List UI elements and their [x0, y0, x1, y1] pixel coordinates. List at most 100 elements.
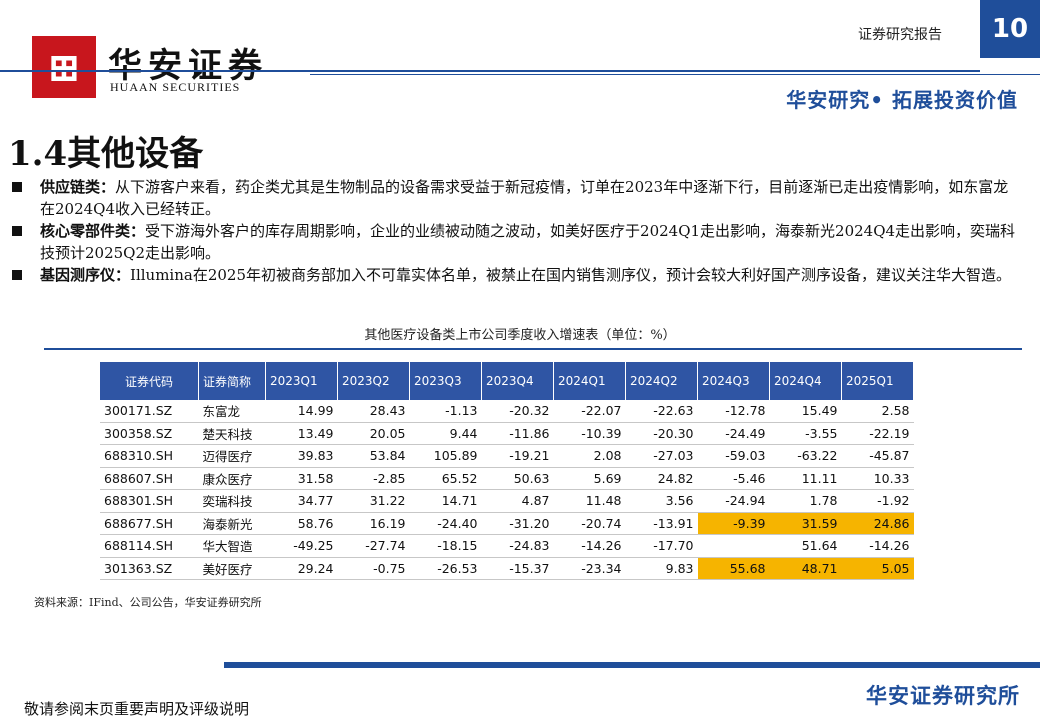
bullet-list: 供应链类：从下游客户来看，药企类尤其是生物制品的设备需求受益于新冠疫情，订单在2…: [12, 176, 1022, 286]
growth-value-cell: -20.74: [553, 512, 626, 535]
header-cell: 2024Q1: [553, 362, 626, 400]
growth-value-cell: -9.39: [697, 512, 770, 535]
growth-value-cell: -22.19: [841, 422, 914, 445]
stock-code-cell: 688301.SH: [100, 489, 199, 513]
growth-value-cell: 3.56: [625, 489, 698, 513]
bullet-text: 从下游客户来看，药企类尤其是生物制品的设备需求受益于新冠疫情，订单在2023年中…: [40, 178, 1009, 218]
growth-value-cell: 14.71: [409, 489, 482, 513]
stock-code-cell: 300358.SZ: [100, 422, 199, 445]
growth-value-cell: -2.85: [337, 467, 410, 490]
growth-value-cell: 9.44: [409, 422, 482, 445]
stock-code-cell: 300171.SZ: [100, 400, 199, 423]
growth-value-cell: -14.26: [553, 534, 626, 558]
growth-value-cell: 2.58: [841, 400, 914, 423]
growth-value-cell: -59.03: [697, 444, 770, 468]
growth-value-cell: -14.26: [841, 534, 914, 558]
growth-value-cell: -19.21: [481, 444, 554, 468]
growth-value-cell: -31.20: [481, 512, 554, 535]
table-row: 688301.SH 奕瑞科技 34.77 31.22 14.71 4.87 11.48 3.5…: [100, 489, 914, 513]
growth-value-cell: -22.07: [553, 400, 626, 423]
bullet-item: 供应链类：从下游客户来看，药企类尤其是生物制品的设备需求受益于新冠疫情，订单在2…: [12, 176, 1022, 220]
bullet-keyword: 供应链类：: [40, 178, 116, 196]
stock-name-cell: 美好医疗: [198, 557, 266, 580]
table-row: 688607.SH 康众医疗 31.58 -2.85 65.52 50.63 5.69 24.…: [100, 467, 914, 490]
growth-value-cell: -10.39: [553, 422, 626, 445]
stock-name-cell: 海泰新光: [198, 512, 266, 535]
header-cell: 2025Q1: [841, 362, 914, 400]
growth-value-cell: 50.63: [481, 467, 554, 490]
stock-code-cell: 688607.SH: [100, 467, 199, 490]
bullet-text: 受下游海外客户的库存周期影响，企业的业绩被动随之波动，如美好医疗于2024Q1走…: [40, 222, 1016, 262]
growth-value-cell: 53.84: [337, 444, 410, 468]
growth-value-cell: -24.40: [409, 512, 482, 535]
growth-value-cell: 15.49: [769, 400, 842, 423]
growth-value-cell: 34.77: [265, 489, 338, 513]
growth-value-cell: 20.05: [337, 422, 410, 445]
growth-value-cell: -27.74: [337, 534, 410, 558]
growth-value-cell: 39.83: [265, 444, 338, 468]
revenue-growth-table: 证券代码 证券简称 2023Q1 2023Q2 2023Q3 2023Q4 20…: [100, 362, 914, 580]
stock-code-cell: 301363.SZ: [100, 557, 199, 580]
stock-code-cell: 688114.SH: [100, 534, 199, 558]
growth-value-cell: -23.34: [553, 557, 626, 580]
growth-value-cell: -20.32: [481, 400, 554, 423]
growth-value-cell: 55.68: [697, 557, 770, 580]
footer-brand: 华安证券研究所: [866, 684, 1020, 708]
growth-value-cell: 24.86: [841, 512, 914, 535]
growth-value-cell: 10.33: [841, 467, 914, 490]
header-cell: 2024Q4: [769, 362, 842, 400]
header-divider-thin: [310, 74, 1040, 75]
table-body: 300171.SZ 东富龙 14.99 28.43 -1.13 -20.32 -22.07-…: [100, 400, 914, 580]
growth-value-cell: -63.22: [769, 444, 842, 468]
growth-value-cell: 31.59: [769, 512, 842, 535]
growth-value-cell: -17.70: [625, 534, 698, 558]
header-slogan: 华安研究• 拓展投资价值: [786, 88, 1018, 112]
footer-disclaimer: 敬请参阅末页重要声明及评级说明: [24, 700, 250, 718]
source-note: 资料来源：IFind、公司公告，华安证券研究所: [34, 596, 262, 609]
report-type-label: 证券研究报告: [858, 27, 942, 43]
footer-divider: [224, 662, 1040, 668]
growth-value-cell: 11.11: [769, 467, 842, 490]
growth-value-cell: -18.15: [409, 534, 482, 558]
growth-value-cell: 58.76: [265, 512, 338, 535]
bullet-item: 基因测序仪：Illumina在2025年初被商务部加入不可靠实体名单，被禁止在国…: [12, 264, 1022, 286]
header-cell: 2023Q1: [265, 362, 338, 400]
growth-value-cell: -1.13: [409, 400, 482, 423]
growth-value-cell: 16.19: [337, 512, 410, 535]
bullet-square-icon: [12, 182, 22, 192]
table-row: 301363.SZ 美好医疗 29.24 -0.75 -26.53 -15.37 -23.3…: [100, 557, 914, 580]
growth-value-cell: -45.87: [841, 444, 914, 468]
caption-divider: [44, 348, 1022, 350]
growth-value-cell: 65.52: [409, 467, 482, 490]
table-caption: 其他医疗设备类上市公司季度收入增速表（单位：%）: [364, 328, 676, 343]
growth-value-cell: -0.75: [337, 557, 410, 580]
growth-value-cell: -24.83: [481, 534, 554, 558]
bullet-text: Illumina在2025年初被商务部加入不可靠实体名单，被禁止在国内销售测序仪…: [130, 266, 1012, 284]
stock-code-cell: 688310.SH: [100, 444, 199, 468]
bullet-keyword: 基因测序仪：: [40, 266, 131, 284]
brand-name-en: HUAAN SECURITIES: [110, 80, 241, 94]
growth-value-cell: 4.87: [481, 489, 554, 513]
growth-value-cell: -13.91: [625, 512, 698, 535]
stock-name-cell: 奕瑞科技: [198, 489, 266, 513]
stock-name-cell: 迈得医疗: [198, 444, 266, 468]
growth-value-cell: 5.05: [841, 557, 914, 580]
header-cell: 2023Q2: [337, 362, 410, 400]
growth-value-cell: -15.37: [481, 557, 554, 580]
growth-value-cell: 51.64: [769, 534, 842, 558]
bullet-item: 核心零部件类：受下游海外客户的库存周期影响，企业的业绩被动随之波动，如美好医疗于…: [12, 220, 1022, 264]
growth-value-cell: 31.58: [265, 467, 338, 490]
stock-name-cell: 康众医疗: [198, 467, 266, 490]
brand-name-cn: 华安证券: [108, 46, 268, 86]
growth-value-cell: -24.49: [697, 422, 770, 445]
stock-code-cell: 688677.SH: [100, 512, 199, 535]
section-title: 1.4其他设备: [8, 134, 204, 174]
table-row: 300171.SZ 东富龙 14.99 28.43 -1.13 -20.32 -22.07-…: [100, 400, 914, 423]
growth-value-cell: 105.89: [409, 444, 482, 468]
growth-value-cell: 1.78: [769, 489, 842, 513]
growth-value-cell: 48.71: [769, 557, 842, 580]
growth-value-cell: -27.03: [625, 444, 698, 468]
bullet-keyword: 核心零部件类：: [40, 222, 146, 240]
growth-value-cell: -26.53: [409, 557, 482, 580]
table-header-row: 证券代码 证券简称 2023Q1 2023Q2 2023Q3 2023Q4 20…: [100, 362, 914, 400]
